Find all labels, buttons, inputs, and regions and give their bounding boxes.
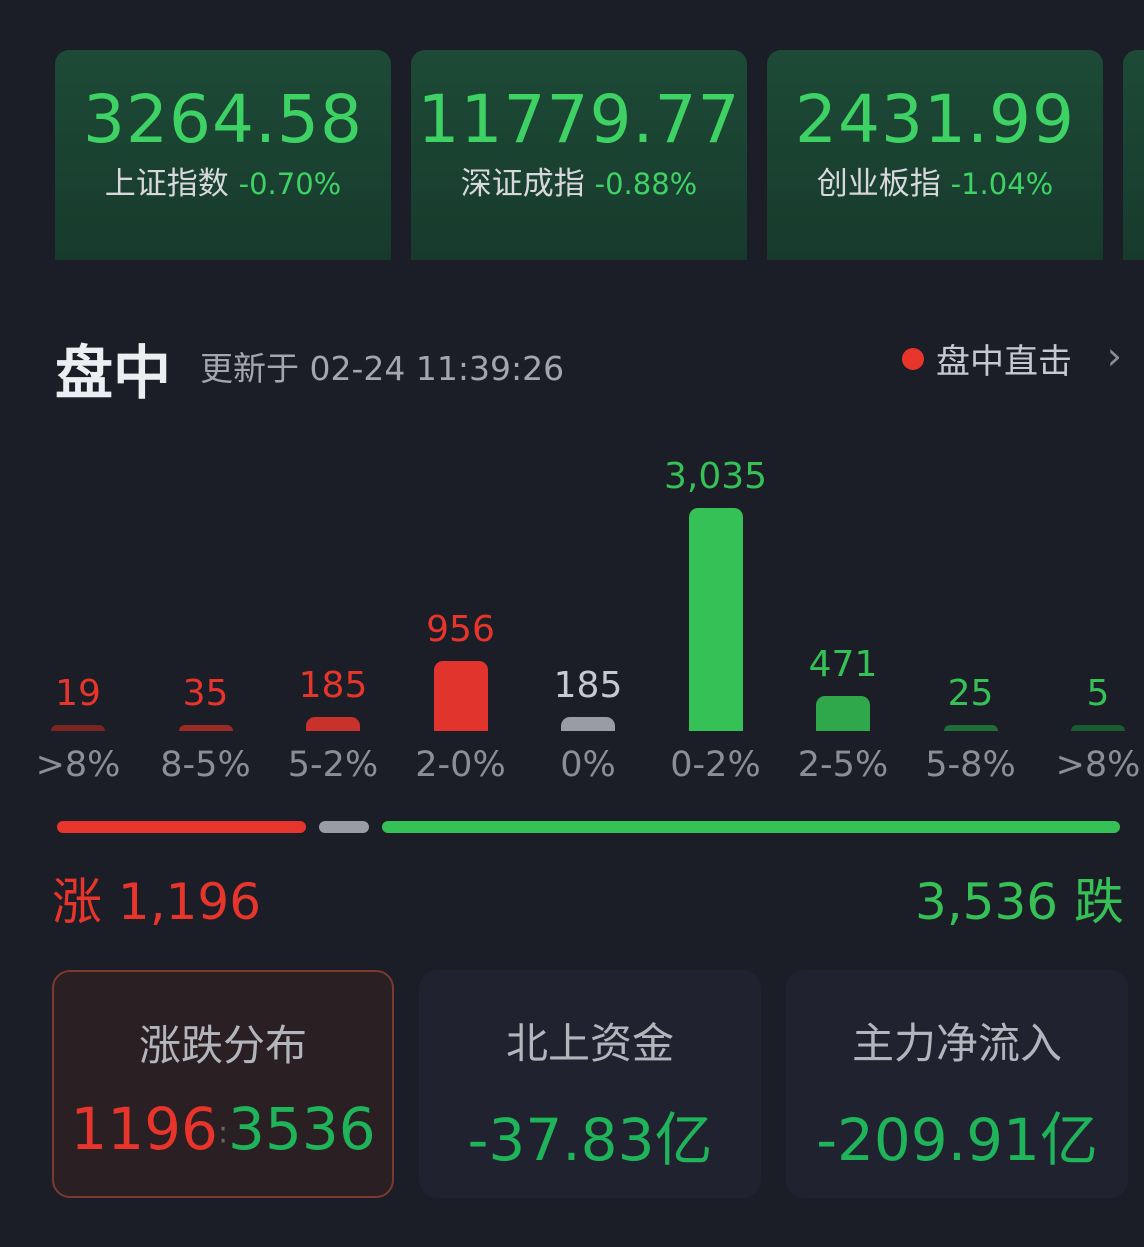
- live-dot-icon: [902, 347, 924, 370]
- down-total: 3,536 跌: [914, 873, 1124, 931]
- bar-value-label: 3,035: [663, 456, 768, 497]
- bar: [433, 660, 488, 731]
- category-label: >8%: [1055, 745, 1141, 785]
- stat-value: -209.91亿: [816, 1106, 1098, 1174]
- down-segment: [382, 821, 1120, 833]
- bar: [816, 696, 870, 731]
- stat-label: 主力净流入: [851, 1019, 1062, 1068]
- bar: [688, 508, 743, 731]
- index-card-chinext[interactable]: 2431.99 创业板指 -1.04%: [767, 50, 1103, 260]
- chevron-right-icon[interactable]: ›: [1106, 334, 1122, 378]
- section-title: 盘中: [55, 339, 172, 407]
- stat-label: 涨跌分布: [138, 1021, 307, 1070]
- index-value: 11779.77: [417, 81, 741, 158]
- bar: [51, 725, 105, 731]
- index-value: 3264.58: [83, 81, 363, 158]
- bar: [1071, 725, 1125, 731]
- category-label: 0%: [560, 745, 616, 785]
- up-total: 涨 1,196: [52, 873, 262, 931]
- category-label: 5-8%: [925, 745, 1016, 785]
- bar: [306, 717, 360, 731]
- category-label: 0-2%: [670, 745, 761, 785]
- index-change: -0.70%: [238, 167, 342, 201]
- bar-value-label: 956: [426, 608, 495, 650]
- index-name: 深证成指: [460, 166, 585, 202]
- up-segment: [57, 821, 307, 833]
- index-change: -1.04%: [950, 167, 1054, 201]
- index-name: 上证指数: [104, 166, 229, 202]
- flat-segment: [319, 821, 370, 833]
- stat-card-main-inflow[interactable]: 主力净流入 -209.91亿: [786, 970, 1128, 1198]
- index-card-shenzhen[interactable]: 11779.77 深证成指 -0.88%: [411, 50, 747, 260]
- bar-value-label: 185: [553, 665, 623, 707]
- bar-value-label: 35: [182, 673, 229, 714]
- stat-label: 北上资金: [505, 1019, 674, 1068]
- live-link[interactable]: 盘中直击: [902, 334, 1072, 383]
- live-label: 盘中直击: [936, 342, 1072, 382]
- bar-value-label: 185: [298, 665, 368, 707]
- bar-value-label: 19: [55, 673, 101, 714]
- category-label: 8-5%: [160, 745, 251, 785]
- category-label: 5-2%: [287, 745, 379, 785]
- stat-card-northbound[interactable]: 北上资金 -37.83亿: [419, 970, 761, 1198]
- stat-value: -37.83亿: [467, 1106, 713, 1174]
- index-change: -0.88%: [594, 167, 698, 201]
- up-count: 1196: [70, 1095, 218, 1163]
- stat-card-distribution[interactable]: 涨跌分布 1196:3536: [52, 970, 394, 1198]
- bar-value-label: 471: [808, 644, 878, 686]
- bar: [178, 725, 233, 731]
- index-card-shanghai[interactable]: 3264.58 上证指数 -0.70%: [55, 50, 391, 260]
- down-count: 3536: [228, 1095, 376, 1163]
- bar-value-label: 25: [947, 673, 994, 714]
- bar: [561, 717, 615, 731]
- bar: [943, 725, 998, 731]
- category-label: >8%: [35, 745, 121, 785]
- bar-value-label: 5: [1086, 673, 1110, 714]
- update-time: 更新于 02-24 11:39:26: [200, 349, 565, 388]
- index-card-partial[interactable]: [1123, 50, 1144, 260]
- category-label: 2-0%: [415, 745, 506, 785]
- separator: :: [217, 1115, 229, 1151]
- index-name: 创业板指: [816, 166, 941, 202]
- category-label: 2-5%: [797, 745, 889, 785]
- index-value: 2431.99: [795, 81, 1075, 158]
